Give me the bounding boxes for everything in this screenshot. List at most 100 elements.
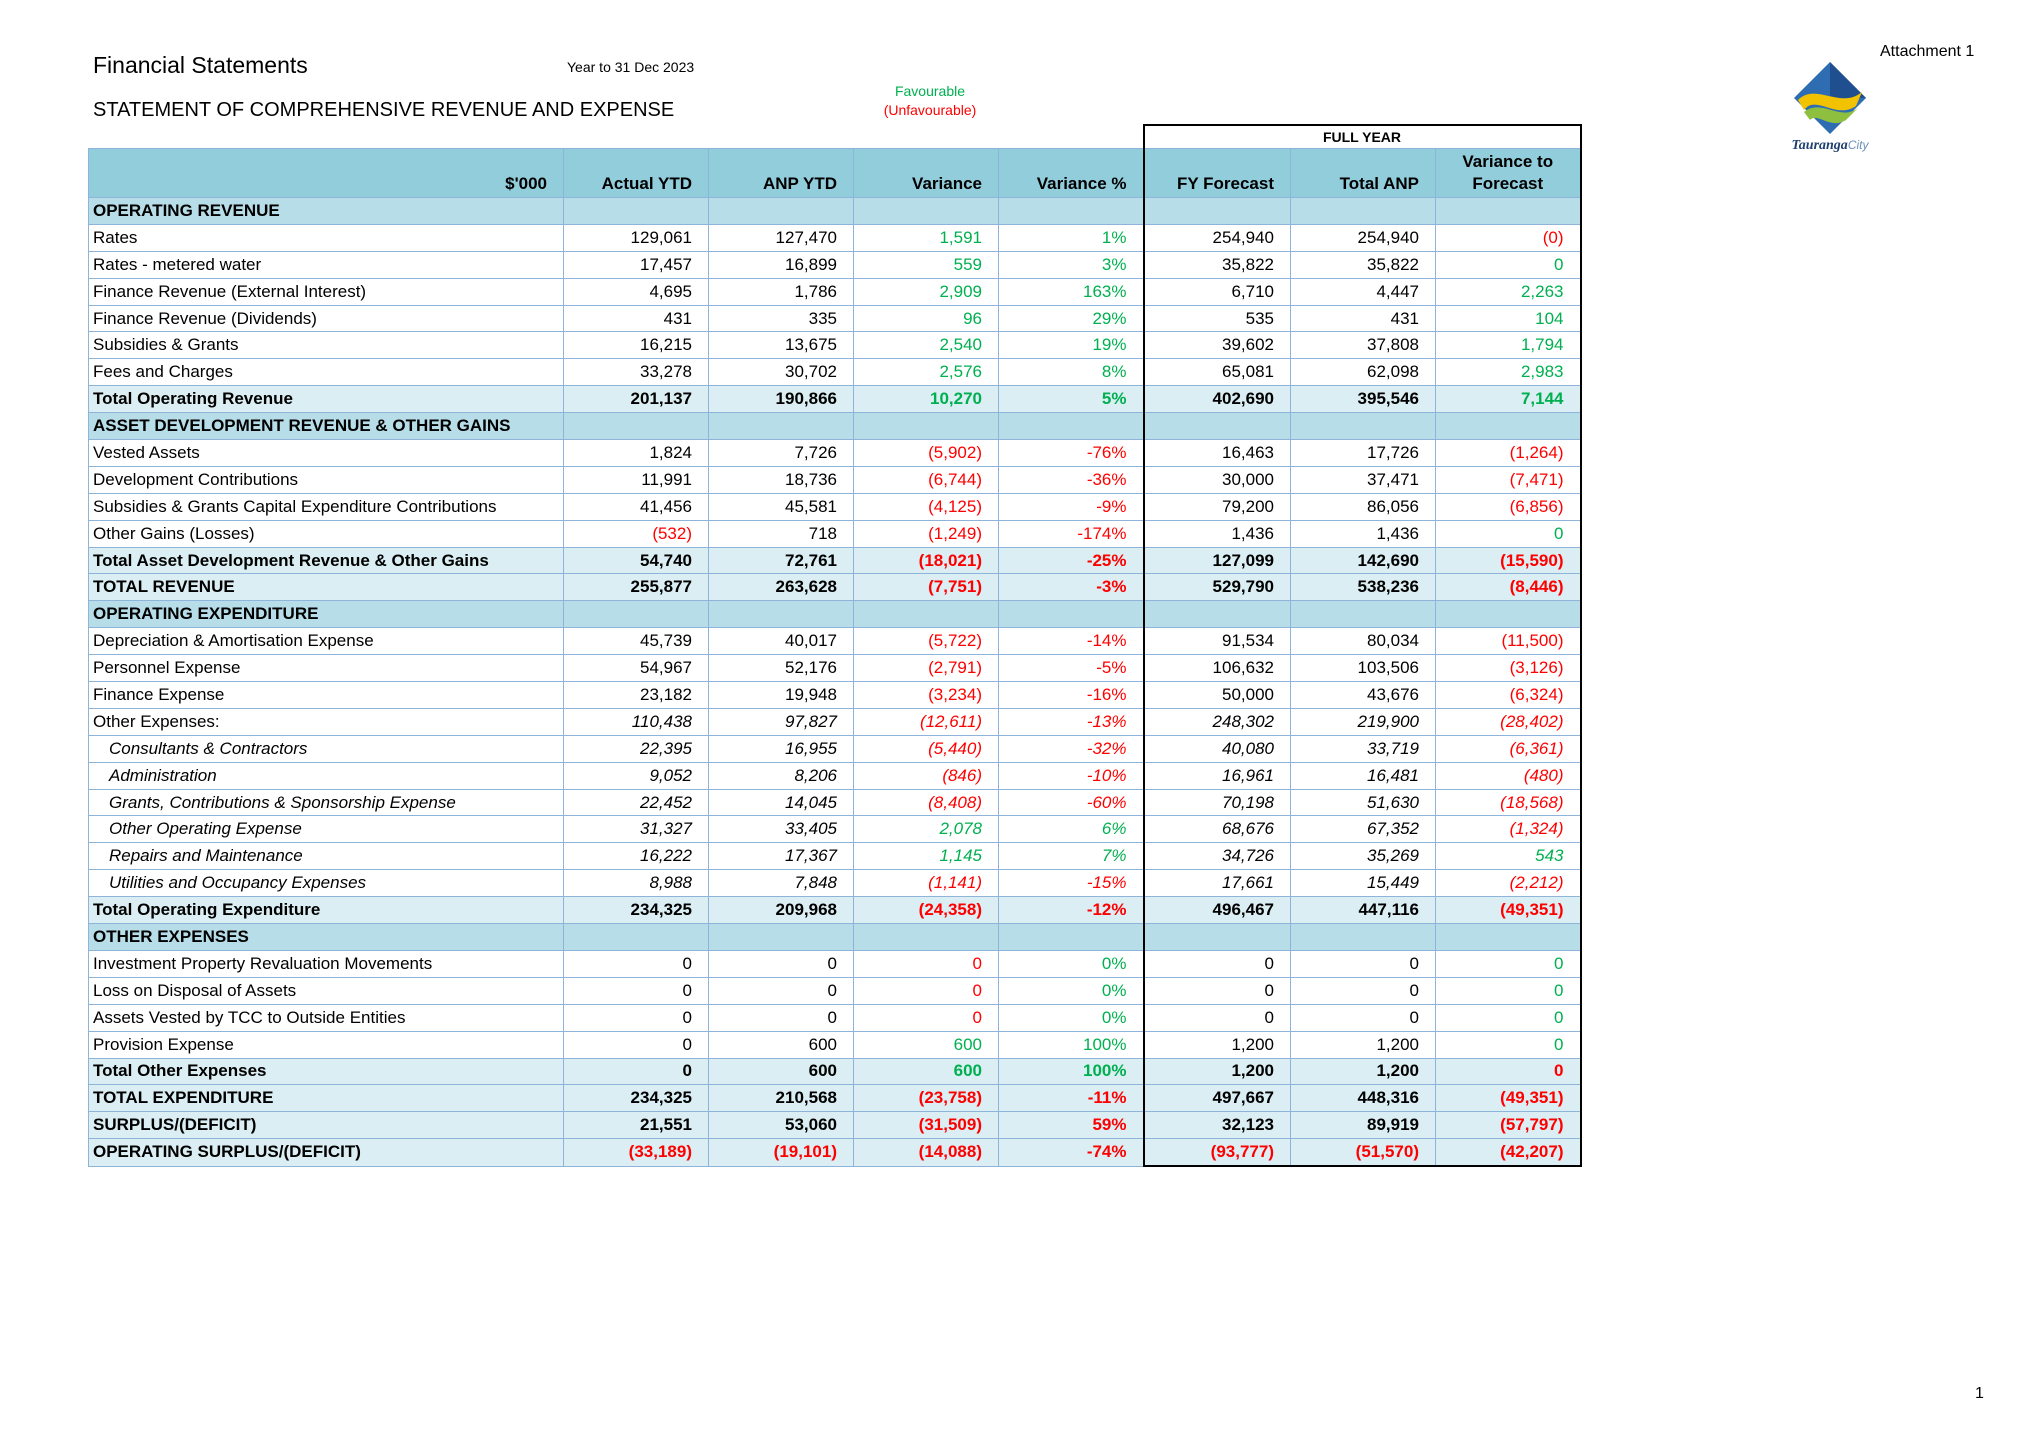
cell-value: 1,200 (1142, 1030, 1291, 1059)
cell-value: 16,463 (1142, 439, 1291, 467)
cell-value: (15,590) (1435, 546, 1582, 575)
cell-value: 1,145 (853, 842, 999, 871)
cell-value: 72,761 (708, 546, 854, 575)
table-row: Administration 9,052 8,206 (846) -10% 16,961 1… (88, 761, 1582, 790)
cell-value: -13% (998, 707, 1144, 736)
cell-value: 39,602 (1142, 331, 1291, 360)
cell-value: 22,452 (563, 788, 709, 817)
table-row: Loss on Disposal of Assets 0 0 0 0% 0 0 0 (88, 976, 1582, 1005)
cell-value: 0 (1435, 976, 1582, 1005)
cell-value: (24,358) (853, 896, 999, 925)
cell-value: 335 (708, 304, 854, 333)
section-row: ASSET DEVELOPMENT REVENUE & OTHER GAINS (88, 412, 1582, 441)
table-row: Other Expenses: 110,438 97,827 (12,611) -13%… (88, 707, 1582, 736)
cell-value (563, 923, 709, 951)
row-label: TOTAL EXPENDITURE (88, 1084, 564, 1113)
cell-value: 11,991 (563, 465, 709, 494)
cell-value: (42,207) (1435, 1138, 1582, 1168)
favourable-legend: Favourable (894, 83, 966, 99)
cell-value: (846) (853, 761, 999, 790)
row-label: Subsidies & Grants Capital Expenditure C… (88, 492, 564, 521)
row-label: Total Operating Expenditure (88, 896, 564, 925)
total-row: Total Asset Development Revenue & Other … (88, 546, 1582, 575)
cell-value: 51,630 (1290, 788, 1436, 817)
table-row: Fees and Charges 33,278 30,702 2,576 8% 65,08… (88, 358, 1582, 387)
cell-value: 18,736 (708, 465, 854, 494)
cell-value: 16,481 (1290, 761, 1436, 790)
cell-value: 65,081 (1142, 358, 1291, 387)
cell-value (1435, 412, 1582, 441)
table-row: Subsidies & Grants Capital Expenditure C… (88, 492, 1582, 521)
cell-value: 248,302 (1142, 707, 1291, 736)
cell-value: 6% (998, 815, 1144, 844)
cell-value: 37,471 (1290, 465, 1436, 494)
table-row: Provision Expense 0 600 600 100% 1,200 1,200 0 (88, 1030, 1582, 1059)
col-header-variance-to-forecast: Variance to Forecast (1435, 148, 1582, 198)
variance-legend: Favourable (Unfavourable) (855, 82, 1005, 120)
cell-value: 37,808 (1290, 331, 1436, 360)
cell-value: -3% (998, 573, 1144, 602)
row-label: Administration (88, 761, 564, 790)
cell-value (853, 197, 999, 225)
cell-value: 53,060 (708, 1111, 854, 1140)
cell-value (1435, 197, 1582, 225)
cell-value: 16,955 (708, 734, 854, 763)
cell-value: 33,719 (1290, 734, 1436, 763)
cell-value: (51,570) (1290, 1138, 1436, 1168)
cell-value: 17,661 (1142, 869, 1291, 898)
cell-value: 2,078 (853, 815, 999, 844)
cell-value: (3,126) (1435, 654, 1582, 683)
cell-value: (5,440) (853, 734, 999, 763)
cell-value (998, 923, 1144, 951)
cell-value: 255,877 (563, 573, 709, 602)
cell-value: 431 (563, 304, 709, 333)
cell-value: -174% (998, 519, 1144, 548)
cell-value: (23,758) (853, 1084, 999, 1113)
cell-value (1142, 412, 1291, 441)
cell-value: 1% (998, 223, 1144, 252)
statement-title: STATEMENT OF COMPREHENSIVE REVENUE AND E… (93, 99, 675, 121)
logo-wordmark: TaurangaCity (1791, 138, 1869, 153)
cell-value: (5,722) (853, 627, 999, 656)
comprehensive-revenue-expense-table: FULL YEAR $'000 Actual YTD ANP YTD Varia… (88, 124, 1582, 1168)
total-row: TOTAL REVENUE 255,877 263,628 (7,751) -3% 529… (88, 573, 1582, 602)
cell-value: 21,551 (563, 1111, 709, 1140)
cell-value: 201,137 (563, 385, 709, 414)
cell-value: (33,189) (563, 1138, 709, 1167)
cell-value: 0 (1290, 1003, 1436, 1032)
cell-value: 33,278 (563, 358, 709, 387)
cell-value: (12,611) (853, 707, 999, 736)
full-year-header-row: FULL YEAR (88, 124, 1582, 149)
cell-value: 2,263 (1435, 277, 1582, 306)
cell-value: 100% (998, 1057, 1144, 1086)
cell-value: 35,822 (1142, 250, 1291, 279)
row-label: OPERATING SURPLUS/(DEFICIT) (88, 1138, 564, 1167)
cell-value: 67,352 (1290, 815, 1436, 844)
row-label: Investment Property Revaluation Movement… (88, 949, 564, 978)
cell-value: (93,777) (1142, 1138, 1291, 1168)
row-label: Rates (88, 223, 564, 252)
cell-value (1142, 197, 1291, 225)
cell-value: 16,961 (1142, 761, 1291, 790)
cell-value: 559 (853, 250, 999, 279)
table-row: Other Operating Expense 31,327 33,405 2,078… (88, 815, 1582, 844)
cell-value: 80,034 (1290, 627, 1436, 656)
cell-value: 54,740 (563, 546, 709, 575)
cell-value (708, 923, 854, 951)
cell-value: 91,534 (1142, 627, 1291, 656)
table-row: Finance Revenue (External Interest) 4,695… (88, 277, 1582, 306)
cell-value: 35,822 (1290, 250, 1436, 279)
cell-value (998, 600, 1144, 629)
table-row: Rates 129,061 127,470 1,591 1% 254,940 254,940… (88, 223, 1582, 252)
cell-value (708, 600, 854, 629)
row-label: Grants, Contributions & Sponsorship Expe… (88, 788, 564, 817)
cell-value: 43,676 (1290, 681, 1436, 709)
cell-value: (6,856) (1435, 492, 1582, 521)
cell-value: 70,198 (1142, 788, 1291, 817)
cell-value: 127,470 (708, 223, 854, 252)
cell-value: 62,098 (1290, 358, 1436, 387)
column-header-row: $'000 Actual YTD ANP YTD Variance Varian… (88, 148, 1582, 198)
cell-value: 23,182 (563, 681, 709, 709)
row-label: Vested Assets (88, 439, 564, 467)
cell-value: 600 (708, 1030, 854, 1059)
